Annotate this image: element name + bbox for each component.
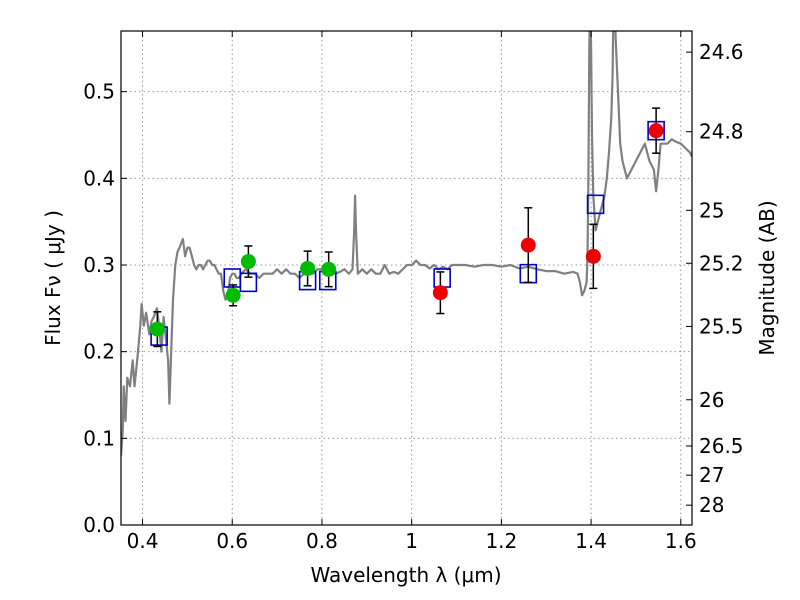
x-tick-label: 0.8 — [306, 529, 338, 553]
observed-red-point — [520, 237, 536, 253]
observed-red-point — [585, 248, 601, 264]
observed-green-point — [149, 321, 165, 337]
y-axis-label: Flux Fν ( μJy ) — [41, 210, 65, 346]
observed-red-point — [432, 285, 448, 301]
right-tick-label: 27 — [699, 463, 724, 487]
x-tick-label: 1.4 — [575, 529, 607, 553]
right-tick-label: 25.2 — [699, 251, 744, 275]
y-tick-label: 0.5 — [83, 80, 115, 104]
y-tick-label: 0.4 — [83, 166, 115, 190]
right-tick-label: 26 — [699, 388, 724, 412]
right-tick-label: 28 — [699, 493, 724, 517]
x-tick-label: 1 — [405, 529, 418, 553]
observed-green-point — [225, 287, 241, 303]
marker-layer — [149, 107, 665, 348]
right-tick-label: 26.5 — [699, 434, 744, 458]
observed-green-point — [300, 260, 316, 276]
spectrum-line — [121, 31, 692, 456]
x-tick-label: 1.2 — [485, 529, 517, 553]
x-tick-label: 0.4 — [127, 529, 159, 553]
plot-frame — [120, 30, 693, 526]
x-tick-label: 0.6 — [216, 529, 248, 553]
right-axis-label: Magnitude (AB) — [755, 200, 779, 355]
y-tick-label: 0.1 — [83, 426, 115, 450]
model-box-marker — [586, 194, 605, 215]
right-tick-label: 24.6 — [699, 40, 744, 64]
y-tick-label: 0.0 — [83, 513, 115, 537]
right-tick-label: 25 — [699, 198, 724, 222]
observed-red-point — [648, 123, 664, 139]
observed-green-point — [321, 261, 337, 277]
x-tick-label: 1.6 — [665, 529, 697, 553]
right-tick-label: 25.5 — [699, 314, 744, 338]
right-tick-label: 24.8 — [699, 120, 744, 144]
tick-layer: 0.4 0.6 0.8 1 1.2 1.4 1.6 0.0 0.1 0.2 0.3 0.4 0.5 24.… — [83, 31, 744, 553]
observed-green-point — [240, 254, 256, 270]
y-tick-label: 0.2 — [83, 340, 115, 364]
spectrum-layer — [121, 31, 692, 456]
x-axis-label: Wavelength λ (μm) — [310, 563, 501, 587]
y-tick-label: 0.3 — [83, 253, 115, 277]
